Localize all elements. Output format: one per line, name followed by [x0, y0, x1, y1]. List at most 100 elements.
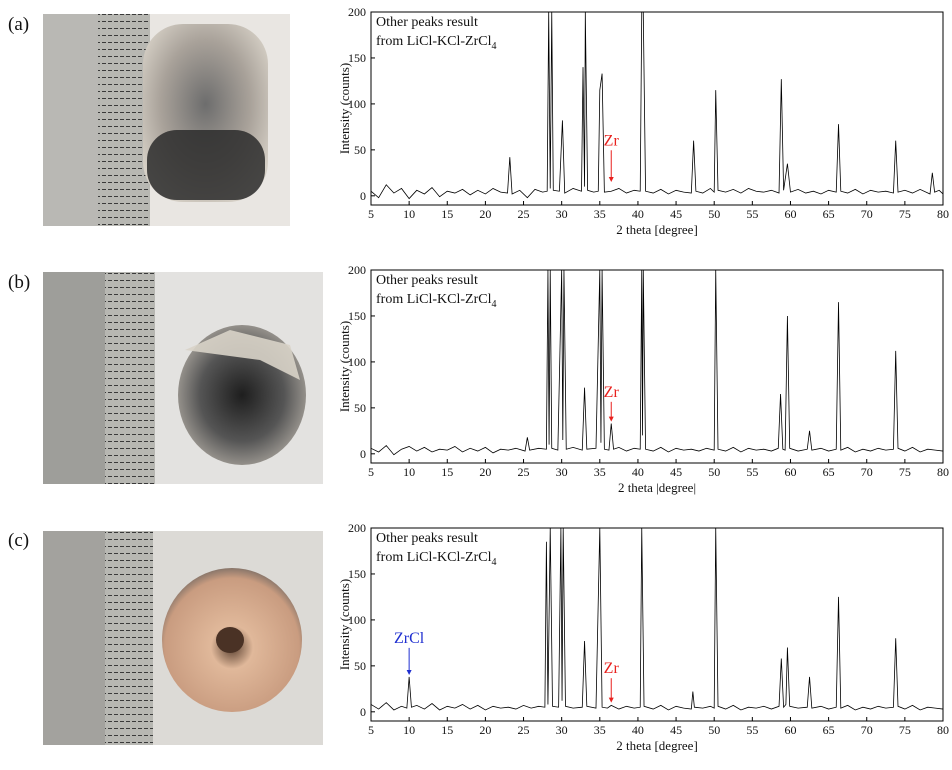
annotation-label: Zr [604, 660, 620, 677]
annotation-label: ZrCl [394, 630, 425, 647]
y-tick-label: 150 [348, 51, 366, 65]
x-tick-label: 35 [594, 723, 606, 737]
annotation-arrowhead [608, 416, 614, 422]
y-tick-label: 0 [360, 447, 366, 461]
note-line: Other peaks result [376, 15, 478, 30]
x-tick-label: 65 [823, 465, 835, 479]
y-tick-label: 50 [354, 401, 366, 415]
x-axis-title: 2 theta [degree] [616, 738, 698, 753]
x-tick-label: 5 [368, 723, 374, 737]
annotation-label: Zr [604, 132, 620, 149]
x-tick-label: 30 [556, 723, 568, 737]
x-tick-label: 5 [368, 465, 374, 479]
x-tick-label: 45 [670, 207, 682, 221]
chart: 0 50 100 150 200 5 10 15 20 25 30 35 40 45 50 55 60 65 70 7… [337, 5, 949, 237]
note-line: Other peaks result [376, 531, 478, 546]
note-text: Other peaks result [376, 273, 478, 288]
note-subscript: 4 [492, 299, 497, 310]
x-tick-label: 20 [479, 207, 491, 221]
x-tick-label: 40 [632, 465, 644, 479]
x-tick-label: 20 [479, 465, 491, 479]
x-tick-label: 10 [403, 465, 415, 479]
y-axis-title: Intensity (counts) [337, 321, 352, 412]
y-tick-label: 50 [354, 143, 366, 157]
y-tick-label: 200 [348, 521, 366, 535]
note-line: from LiCl-KCl-ZrCl [376, 550, 492, 565]
y-axis-title: Intensity (counts) [337, 63, 352, 154]
note-line: from LiCl-KCl-ZrCl [376, 292, 492, 307]
x-axis-title: 2 theta |degree| [618, 480, 696, 495]
annotation-arrowhead [608, 697, 614, 703]
y-tick-label: 0 [360, 189, 366, 203]
chart: 0 50 100 150 200 5 10 15 20 25 30 35 40 45 50 55 60 65 70 7… [337, 521, 949, 753]
y-tick-label: 150 [348, 309, 366, 323]
x-tick-label: 50 [708, 207, 720, 221]
note-subscript: 4 [492, 557, 497, 568]
x-tick-label: 65 [823, 723, 835, 737]
panel-label: (b) [8, 272, 30, 293]
note-text: from LiCl-KCl-ZrCl4 [376, 292, 497, 310]
x-tick-label: 35 [594, 207, 606, 221]
plot-frame [370, 11, 944, 206]
x-tick-label: 70 [861, 207, 873, 221]
annotation-arrowhead [608, 177, 614, 183]
note-text: Other peaks result [376, 15, 478, 30]
note-text: from LiCl-KCl-ZrCl4 [376, 34, 497, 52]
y-tick-label: 0 [360, 705, 366, 719]
x-tick-label: 65 [823, 207, 835, 221]
photo [43, 272, 323, 484]
note-text: from LiCl-KCl-ZrCl4 [376, 550, 497, 568]
plot-frame [370, 269, 944, 464]
plot-frame [370, 527, 944, 722]
x-tick-label: 15 [441, 207, 453, 221]
y-tick-label: 100 [348, 613, 366, 627]
x-tick-label: 75 [899, 723, 911, 737]
x-tick-label: 55 [746, 723, 758, 737]
x-axis-title: 2 theta [degree] [616, 222, 698, 237]
y-tick-label: 200 [348, 263, 366, 277]
x-tick-label: 70 [861, 465, 873, 479]
y-axis-title: Intensity (counts) [337, 579, 352, 670]
spectrum-line [370, 11, 944, 200]
x-tick-label: 70 [861, 723, 873, 737]
x-tick-label: 55 [746, 207, 758, 221]
x-tick-label: 30 [556, 207, 568, 221]
x-tick-label: 50 [708, 465, 720, 479]
y-tick-label: 100 [348, 97, 366, 111]
x-tick-label: 45 [670, 465, 682, 479]
x-tick-label: 60 [784, 207, 796, 221]
panel-label: (c) [8, 530, 29, 551]
x-tick-label: 15 [441, 723, 453, 737]
note-text: Other peaks result [376, 531, 478, 546]
spectrum-line [370, 269, 944, 456]
x-tick-label: 25 [518, 723, 530, 737]
photo [43, 14, 290, 226]
x-tick-label: 60 [784, 465, 796, 479]
photo [43, 531, 323, 745]
annotation-label: Zr [604, 384, 620, 401]
x-tick-label: 55 [746, 465, 758, 479]
note-line: from LiCl-KCl-ZrCl [376, 34, 492, 49]
x-tick-label: 30 [556, 465, 568, 479]
x-tick-label: 45 [670, 723, 682, 737]
x-tick-label: 60 [784, 723, 796, 737]
y-tick-label: 200 [348, 5, 366, 19]
x-tick-label: 75 [899, 465, 911, 479]
x-tick-label: 40 [632, 207, 644, 221]
y-tick-label: 50 [354, 659, 366, 673]
x-tick-label: 10 [403, 723, 415, 737]
x-tick-label: 80 [937, 465, 949, 479]
x-tick-label: 40 [632, 723, 644, 737]
x-tick-label: 50 [708, 723, 720, 737]
spectrum-line [370, 527, 944, 711]
x-tick-label: 20 [479, 723, 491, 737]
x-tick-label: 35 [594, 465, 606, 479]
x-tick-label: 75 [899, 207, 911, 221]
x-tick-label: 15 [441, 465, 453, 479]
annotation-arrowhead [406, 670, 412, 676]
x-tick-label: 25 [518, 207, 530, 221]
panel-label: (a) [8, 14, 29, 35]
x-tick-label: 10 [403, 207, 415, 221]
x-tick-label: 25 [518, 465, 530, 479]
